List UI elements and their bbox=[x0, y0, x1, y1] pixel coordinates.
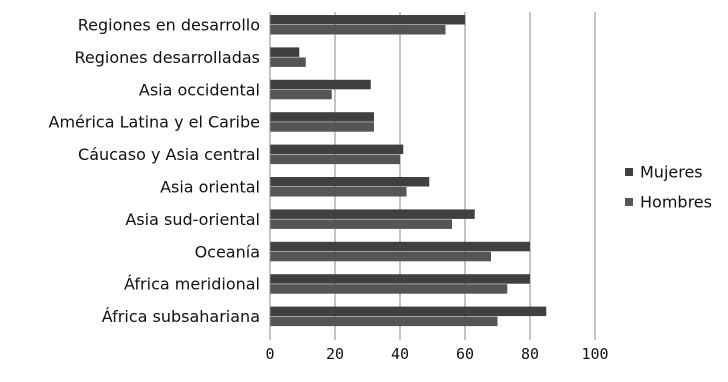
legend-label: Mujeres bbox=[640, 163, 703, 182]
bar-mujeres bbox=[270, 241, 530, 252]
x-tick-label: 0 bbox=[265, 345, 274, 363]
legend-swatch bbox=[625, 198, 633, 206]
bar-hombres bbox=[270, 219, 452, 229]
bar-hombres bbox=[270, 122, 374, 132]
category-label: África meridional bbox=[124, 275, 260, 294]
bar-hombres bbox=[270, 57, 306, 67]
bar-hombres bbox=[270, 284, 508, 294]
category-label: Oceanía bbox=[195, 242, 260, 261]
category-label: América Latina y el Caribe bbox=[49, 113, 260, 132]
category-label: Asia occidental bbox=[139, 80, 260, 99]
bars bbox=[270, 15, 547, 327]
bar-mujeres bbox=[270, 15, 465, 25]
legend: Mujeres Hombres bbox=[625, 163, 712, 212]
legend-swatch bbox=[625, 168, 633, 176]
x-tick-label: 40 bbox=[391, 345, 409, 363]
bar-mujeres bbox=[270, 209, 475, 219]
bar-mujeres bbox=[270, 47, 300, 57]
bar-hombres bbox=[270, 316, 498, 327]
category-label: Asia oriental bbox=[160, 178, 260, 197]
bar-mujeres bbox=[270, 144, 404, 155]
bar-hombres bbox=[270, 251, 491, 262]
bar-mujeres bbox=[270, 112, 374, 122]
bar-hombres bbox=[270, 25, 446, 35]
category-label: Asia sud-oriental bbox=[125, 210, 260, 229]
category-label: Cáucaso y Asia central bbox=[78, 145, 260, 164]
x-tick-label: 80 bbox=[521, 345, 539, 363]
legend-label: Hombres bbox=[640, 193, 712, 212]
x-tick-label: 60 bbox=[456, 345, 474, 363]
bar-hombres bbox=[270, 187, 407, 197]
bar-hombres bbox=[270, 89, 332, 100]
category-label: África subsahariana bbox=[102, 307, 260, 326]
category-label: Regiones en desarrollo bbox=[78, 16, 260, 35]
bar-hombres bbox=[270, 154, 400, 165]
bar-mujeres bbox=[270, 274, 530, 284]
bar-mujeres bbox=[270, 306, 547, 317]
x-axis-tick-labels: 0 20 40 60 80 100 bbox=[265, 345, 608, 363]
category-label: Regiones desarrolladas bbox=[75, 48, 260, 67]
x-tick-label: 100 bbox=[581, 345, 608, 363]
bar-mujeres bbox=[270, 177, 430, 187]
x-tick-label: 20 bbox=[326, 345, 344, 363]
bar-mujeres bbox=[270, 79, 371, 90]
category-labels: Regiones en desarrollo Regiones desarroll… bbox=[49, 16, 260, 327]
